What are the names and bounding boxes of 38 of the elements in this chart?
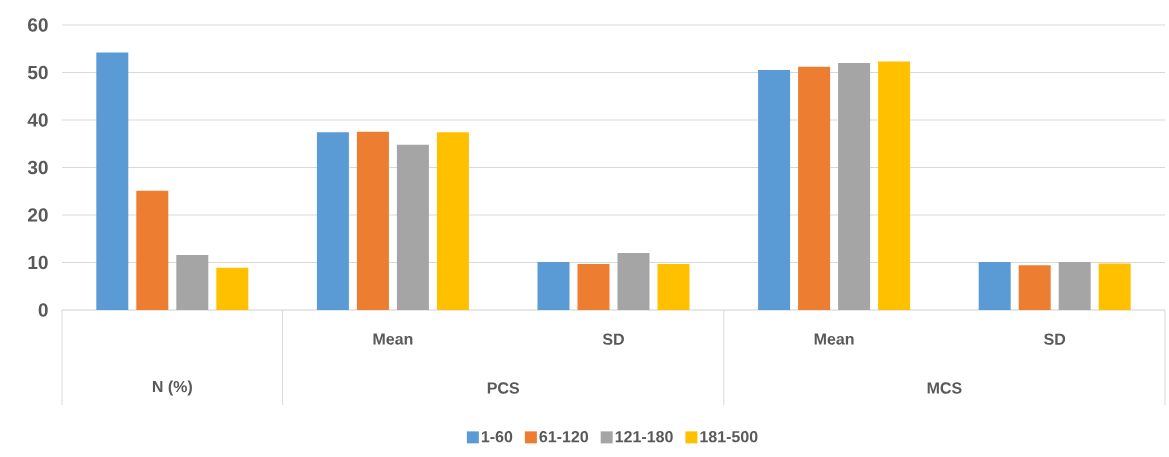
bar bbox=[878, 61, 911, 310]
x-tick-label: SD bbox=[602, 333, 624, 345]
y-tick-label: 60 bbox=[28, 18, 48, 32]
bar bbox=[216, 267, 249, 310]
y-tick-label: 0 bbox=[38, 303, 48, 317]
y-tick-label: 40 bbox=[27, 113, 48, 127]
legend-label: 1-60 bbox=[481, 431, 513, 443]
bar bbox=[537, 262, 570, 310]
bar bbox=[136, 190, 169, 310]
y-tick-label: 20 bbox=[28, 208, 48, 222]
y-tick-label: 30 bbox=[27, 160, 48, 175]
x-tick-label: SD bbox=[1044, 333, 1066, 345]
bar bbox=[396, 144, 429, 310]
legend-label: 121-180 bbox=[615, 431, 673, 443]
text: PCS bbox=[487, 382, 520, 394]
bar bbox=[1018, 265, 1051, 310]
x-tick-label: Mean bbox=[814, 333, 854, 345]
bar bbox=[96, 52, 129, 310]
text: N (%) bbox=[152, 380, 192, 396]
y-tick-label: 50 bbox=[27, 65, 48, 80]
bar bbox=[617, 252, 650, 310]
bar bbox=[356, 131, 389, 310]
y-tick-label: 10 bbox=[28, 255, 48, 270]
bar bbox=[978, 262, 1011, 310]
bar bbox=[316, 132, 349, 310]
legend-label: 61-120 bbox=[539, 431, 589, 443]
bar bbox=[798, 66, 831, 310]
x-tick-label: Mean bbox=[373, 333, 413, 345]
bar bbox=[436, 132, 469, 310]
bar bbox=[577, 263, 610, 310]
text: MCS bbox=[927, 382, 962, 394]
bar bbox=[1058, 262, 1091, 310]
bar bbox=[1098, 263, 1131, 310]
bar bbox=[838, 63, 871, 310]
bar bbox=[657, 263, 690, 310]
bar bbox=[176, 254, 209, 310]
legend-label: 181-500 bbox=[700, 431, 758, 443]
bar bbox=[758, 70, 791, 310]
